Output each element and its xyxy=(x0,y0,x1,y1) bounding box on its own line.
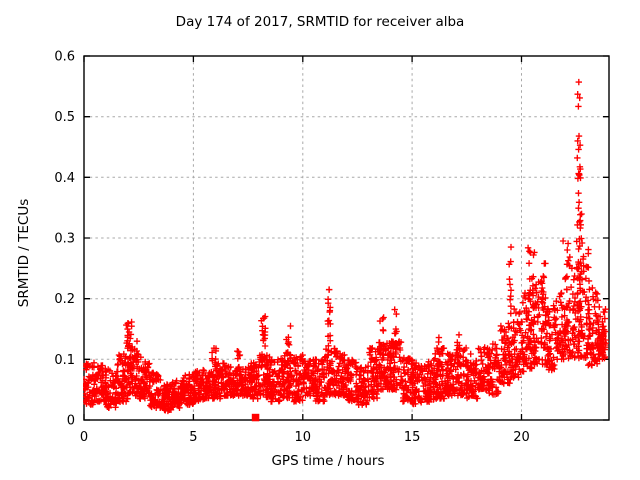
y-tick-label: 0.6 xyxy=(54,50,75,65)
x-tick-label: 0 xyxy=(80,430,88,445)
y-tick-label: 0 xyxy=(67,414,75,429)
chart-title: Day 174 of 2017, SRMTID for receiver alb… xyxy=(175,14,465,30)
y-tick-label: 0.2 xyxy=(54,292,75,307)
x-axis-label: GPS time / hours xyxy=(271,453,385,469)
x-tick-label: 20 xyxy=(513,430,530,445)
y-tick-label: 0.3 xyxy=(54,232,75,247)
x-tick-label: 10 xyxy=(295,430,312,445)
x-tick-label: 5 xyxy=(189,430,197,445)
grid-lines xyxy=(84,56,609,420)
plot-border xyxy=(83,55,610,421)
y-tick-label: 0.5 xyxy=(54,110,75,125)
y-axis-label: SRMTID / TECUs xyxy=(16,198,32,308)
x-tick-label: 15 xyxy=(404,430,421,445)
flag-square-marker xyxy=(251,413,260,422)
y-tick-label: 0.1 xyxy=(54,353,75,368)
y-tick-label: 0.4 xyxy=(54,171,75,186)
scatter-points xyxy=(83,78,609,415)
